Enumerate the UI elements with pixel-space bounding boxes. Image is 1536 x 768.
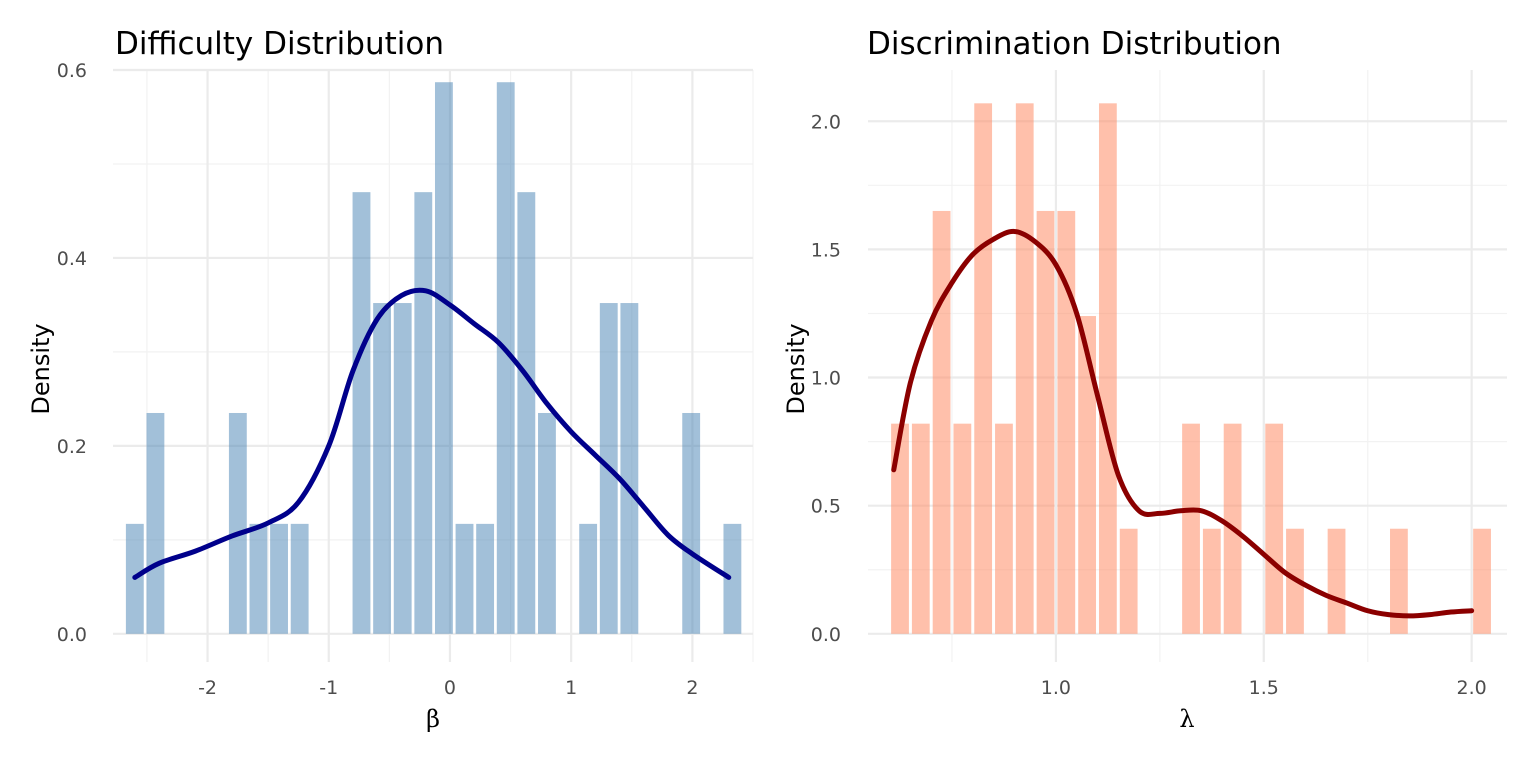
discrimination-histogram-bar xyxy=(932,210,951,634)
difficulty-histogram-bars xyxy=(125,82,742,634)
difficulty-histogram-bar xyxy=(620,303,639,634)
discrimination-histogram-bar xyxy=(911,423,930,634)
discrimination-histogram-bar xyxy=(1119,528,1138,634)
difficulty-x-tick-label: -2 xyxy=(198,677,217,699)
difficulty-histogram-bar xyxy=(146,412,165,634)
difficulty-y-tick-label: 0.2 xyxy=(57,436,87,458)
difficulty-y-tick-label: 0.0 xyxy=(57,624,87,646)
difficulty-histogram-bar xyxy=(496,82,515,634)
discrimination-y-tick-label: 2.0 xyxy=(811,111,841,133)
difficulty-density-curve xyxy=(132,287,732,580)
discrimination-histogram-bar xyxy=(1015,103,1034,634)
difficulty-x-tick-label: 2 xyxy=(686,677,698,699)
difficulty-x-tick-label: 1 xyxy=(565,677,577,699)
discrimination-x-tick-label: 2.0 xyxy=(1457,677,1487,699)
difficulty-histogram-bar xyxy=(270,523,288,634)
difficulty-histogram-bar xyxy=(249,523,268,634)
difficulty-panel: Difficulty Distribution Density β -2 -1 0 1… xyxy=(27,26,754,733)
discrimination-histogram-bar xyxy=(1473,528,1491,634)
discrimination-histogram-bar xyxy=(1327,528,1346,634)
discrimination-histogram-bar xyxy=(974,103,993,634)
difficulty-histogram-bar xyxy=(455,523,474,634)
difficulty-histogram-bar xyxy=(290,523,309,634)
difficulty-histogram-bar xyxy=(414,192,433,634)
discrimination-histogram-bar xyxy=(1078,316,1096,634)
discrimination-y-axis-label: Density xyxy=(782,323,810,414)
discrimination-histogram-bar xyxy=(1057,210,1076,634)
difficulty-histogram-bar xyxy=(723,523,742,634)
discrimination-x-axis-label: λ xyxy=(1179,705,1194,733)
discrimination-histogram-bar xyxy=(1390,528,1408,634)
discrimination-y-tick-label: 0.5 xyxy=(811,496,841,518)
difficulty-histogram-bar xyxy=(538,412,556,634)
discrimination-histogram-bar xyxy=(1265,423,1284,634)
difficulty-histogram-bar xyxy=(682,412,701,634)
discrimination-histogram-bars xyxy=(891,103,1491,634)
discrimination-histogram-bar xyxy=(953,423,972,634)
difficulty-y-tick-label: 0.6 xyxy=(57,60,87,82)
difficulty-histogram-bar xyxy=(393,303,412,634)
discrimination-histogram-bar xyxy=(891,423,909,634)
difficulty-histogram-bar xyxy=(373,303,392,634)
discrimination-panel: Discrimination Distribution Density λ 1.… xyxy=(782,26,1507,733)
difficulty-y-tick-label: 0.4 xyxy=(57,248,87,270)
difficulty-histogram-bar xyxy=(352,192,371,634)
difficulty-chart-title: Difficulty Distribution xyxy=(115,26,444,62)
discrimination-y-tick-label: 1.5 xyxy=(811,239,841,261)
difficulty-histogram-bar xyxy=(517,192,536,634)
discrimination-histogram-bar xyxy=(1202,528,1221,634)
discrimination-chart-title: Discrimination Distribution xyxy=(867,26,1282,62)
discrimination-histogram-bar xyxy=(1182,423,1200,634)
difficulty-x-axis-label: β xyxy=(426,705,440,733)
difficulty-histogram-bar xyxy=(228,412,247,634)
discrimination-x-tick-label: 1.0 xyxy=(1041,677,1071,699)
difficulty-histogram-bar xyxy=(434,82,453,634)
difficulty-gridlines xyxy=(113,68,754,662)
discrimination-x-tick-label: 1.5 xyxy=(1249,677,1279,699)
discrimination-density-curve xyxy=(891,228,1475,619)
discrimination-y-tick-label: 0.0 xyxy=(811,624,841,646)
discrimination-histogram-bar xyxy=(995,423,1013,634)
difficulty-x-tick-label: -1 xyxy=(319,677,338,699)
difficulty-y-axis-label: Density xyxy=(27,323,55,414)
difficulty-x-tick-label: 0 xyxy=(444,677,456,699)
difficulty-histogram-bar xyxy=(476,523,495,634)
difficulty-histogram-bar xyxy=(579,523,598,634)
discrimination-y-tick-label: 1.0 xyxy=(811,368,841,390)
discrimination-histogram-bar xyxy=(1036,210,1055,634)
discrimination-histogram-bar xyxy=(1098,103,1117,634)
